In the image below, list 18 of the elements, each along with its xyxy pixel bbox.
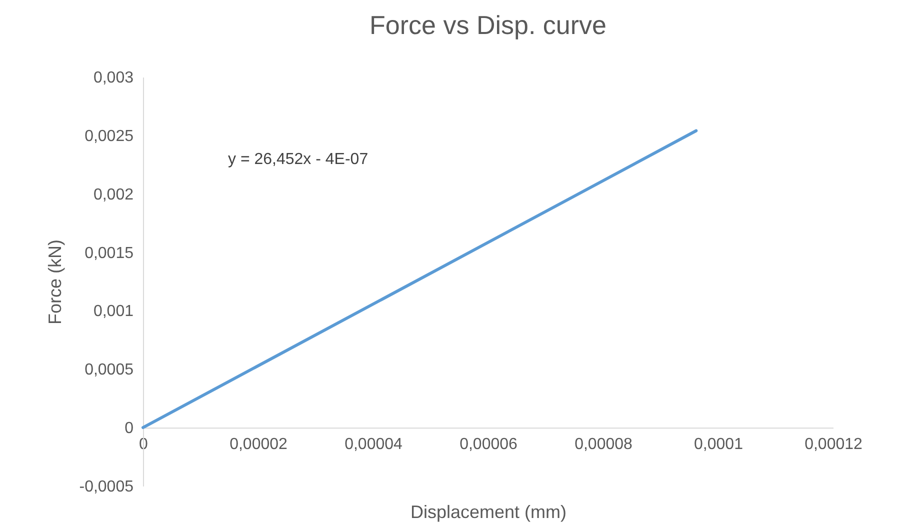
annotation: y = 26,452x - 4E-07 (228, 151, 368, 168)
y-tick-label: 0,001 (93, 303, 134, 320)
y-tick-label: 0,003 (93, 70, 134, 86)
y-tick-label: -0,0005 (79, 478, 134, 496)
x-axis-title: Displacement (mm) (410, 502, 567, 522)
x-tick-label: 0,00002 (230, 436, 288, 454)
y-tick-label: 0,0025 (84, 128, 134, 145)
y-axis-title: Force (kN) (45, 240, 66, 324)
x-tick-label: 0,0001 (694, 436, 744, 454)
x-tick-label: 0,00008 (574, 436, 633, 454)
x-tick-label: 0,00004 (344, 436, 403, 454)
y-tick-label: 0,0005 (84, 362, 134, 379)
y-tick-label: 0,002 (93, 186, 134, 204)
x-tick-label: 0,00012 (804, 436, 863, 454)
y-tick-label: 0,0015 (84, 244, 134, 262)
chart-title: Force vs Disp. curve (370, 10, 606, 40)
x-tick-label: 0,00006 (460, 436, 518, 454)
y-tick-label: 0 (124, 420, 134, 438)
